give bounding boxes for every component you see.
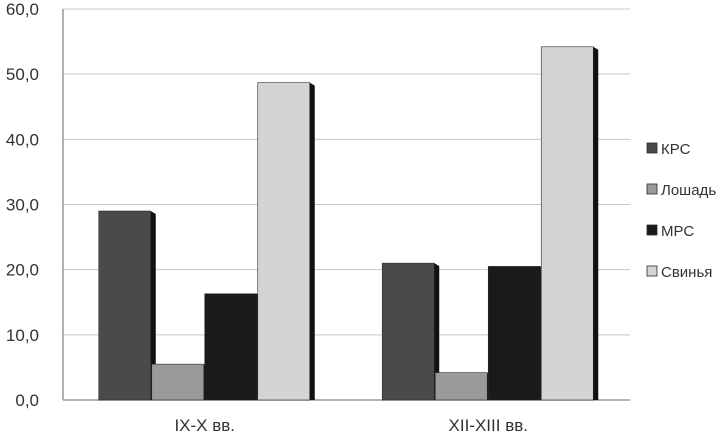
bar-shadow (434, 263, 440, 400)
legend-label: Лошадь (661, 182, 716, 199)
legend-label: МРС (661, 223, 694, 240)
legend-label: Свинья (661, 264, 712, 281)
x-tick-labels: IX-X вв. XII-XIII вв. (174, 416, 528, 435)
bar (98, 210, 152, 401)
bar (381, 262, 435, 401)
y-tick-labels: 0,0 10,0 20,0 30,0 40,0 50,0 60,0 (6, 0, 39, 410)
bar (257, 82, 311, 401)
legend-swatch (646, 265, 658, 277)
grid-lines (63, 8, 630, 401)
bars (98, 46, 599, 401)
bar (434, 372, 488, 401)
bar (487, 266, 541, 401)
bar-shadow (309, 82, 315, 400)
y-tick-label: 30,0 (6, 196, 39, 215)
legend-swatch (646, 224, 658, 236)
bar-shadow (593, 46, 599, 401)
legend: КРС Лошадь МРС Свинья (646, 141, 716, 281)
bar (151, 363, 205, 401)
y-tick-label: 40,0 (6, 130, 39, 149)
x-tick-label: XII-XIII вв. (449, 416, 528, 434)
legend-swatch (646, 142, 658, 154)
x-tick-label: IX-X вв. (174, 416, 235, 434)
y-tick-label: 60,0 (6, 0, 39, 19)
y-tick-label: 10,0 (6, 326, 39, 345)
legend-label: КРС (661, 141, 691, 158)
bar (204, 293, 258, 401)
y-tick-label: 0,0 (15, 391, 39, 410)
y-tick-label: 50,0 (6, 65, 39, 84)
bar (540, 46, 594, 401)
legend-swatch (646, 183, 658, 195)
y-tick-label: 20,0 (6, 261, 39, 280)
bar-shadow (150, 211, 156, 400)
